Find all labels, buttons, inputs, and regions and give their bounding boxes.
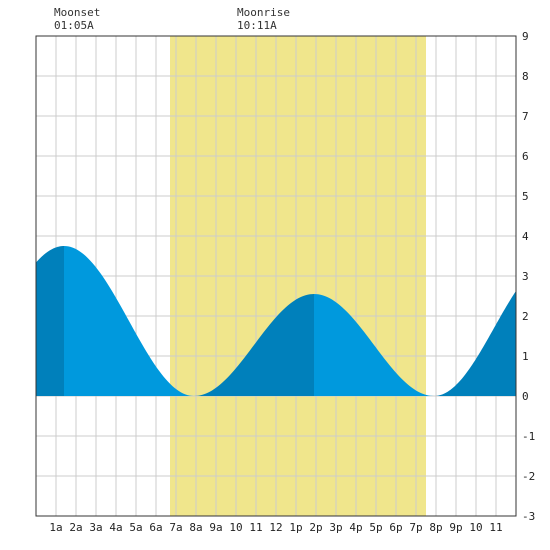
y-tick-label: 6 [522, 150, 529, 163]
falling-tide-area [64, 246, 194, 396]
y-tick-label: 7 [522, 110, 529, 123]
y-tick-label: 1 [522, 350, 529, 363]
x-tick-label: 1p [289, 521, 302, 534]
x-tick-label: 6p [389, 521, 402, 534]
y-tick-label: 5 [522, 190, 529, 203]
x-tick-label: 8a [189, 521, 202, 534]
x-tick-label: 7a [169, 521, 182, 534]
x-tick-label: 3p [329, 521, 342, 534]
x-tick-label: 11 [489, 521, 502, 534]
y-tick-label: 9 [522, 30, 529, 43]
x-tick-label: 1a [49, 521, 62, 534]
y-tick-label: 4 [522, 230, 529, 243]
x-tick-label: 9p [449, 521, 462, 534]
y-tick-label: 0 [522, 390, 529, 403]
y-tick-label: -3 [522, 510, 535, 523]
x-tick-label: 5p [369, 521, 382, 534]
x-tick-label: 2p [309, 521, 322, 534]
y-tick-label: 3 [522, 270, 529, 283]
x-tick-label: 9a [209, 521, 222, 534]
y-tick-label: 2 [522, 310, 529, 323]
moonrise-time: 10:11A [237, 19, 277, 32]
y-tick-label: 8 [522, 70, 529, 83]
falling-tide-area [314, 294, 434, 396]
x-tick-label: 2a [69, 521, 82, 534]
x-tick-label: 4a [109, 521, 122, 534]
moonset-time: 01:05A [54, 19, 94, 32]
moonrise-annotation: Moonrise 10:11A [237, 6, 290, 32]
x-tick-label: 10 [469, 521, 482, 534]
rising-tide-area [194, 294, 314, 396]
x-tick-label: 12 [269, 521, 282, 534]
x-tick-label: 4p [349, 521, 362, 534]
x-tick-label: 5a [129, 521, 142, 534]
x-tick-label: 7p [409, 521, 422, 534]
y-tick-label: -2 [522, 470, 535, 483]
x-tick-label: 6a [149, 521, 162, 534]
x-tick-label: 10 [229, 521, 242, 534]
moonset-annotation: Moonset 01:05A [54, 6, 100, 32]
moonrise-label: Moonrise [237, 6, 290, 19]
rising-tide-area [434, 290, 516, 396]
rising-tide-area [36, 246, 64, 396]
x-tick-label: 11 [249, 521, 262, 534]
y-tick-label: -1 [522, 430, 535, 443]
x-tick-label: 3a [89, 521, 102, 534]
moonset-label: Moonset [54, 6, 101, 19]
x-tick-label: 8p [429, 521, 442, 534]
plot-frame [35, 35, 517, 517]
